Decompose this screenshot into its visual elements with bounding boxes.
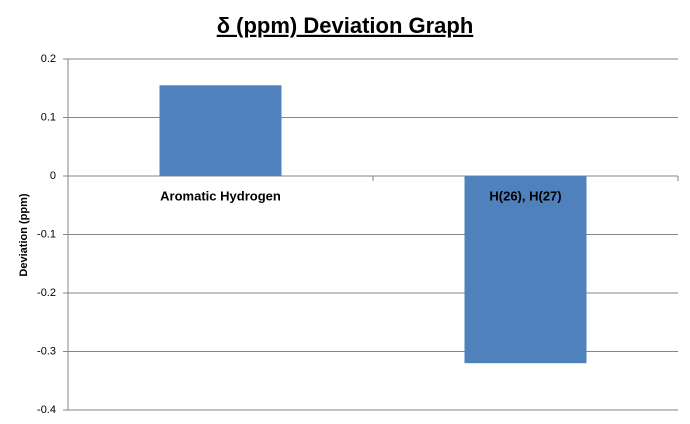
chart-title: δ (ppm) Deviation Graph xyxy=(217,13,474,38)
bar xyxy=(159,85,282,176)
y-tick-label: -0.2 xyxy=(37,287,56,299)
y-tick-label: 0.1 xyxy=(41,111,56,123)
y-tick-label: 0 xyxy=(50,170,56,182)
x-tick-label: Aromatic Hydrogen xyxy=(160,188,281,203)
x-tick-label: H(26), H(27) xyxy=(489,188,561,203)
y-tick-label: -0.1 xyxy=(37,228,56,240)
y-axis-label: Deviation (ppm) xyxy=(18,193,30,276)
y-tick-label: -0.3 xyxy=(37,345,56,357)
y-tick-label: 0.2 xyxy=(41,53,56,65)
y-tick-label: -0.4 xyxy=(37,404,56,416)
bar xyxy=(464,176,587,364)
